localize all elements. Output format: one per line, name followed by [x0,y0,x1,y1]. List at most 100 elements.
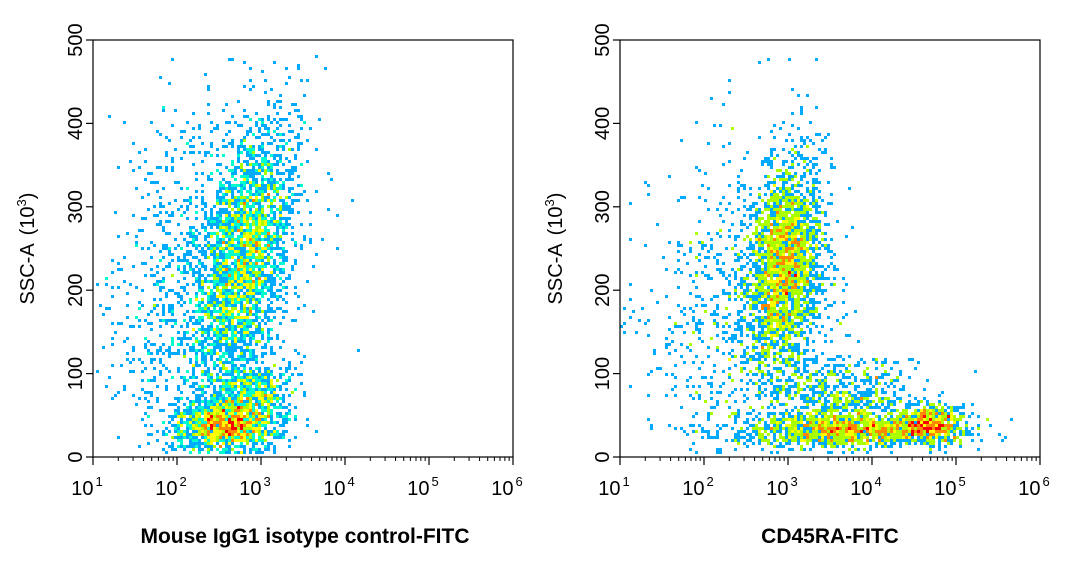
density-point [740,334,743,337]
density-point [773,295,776,298]
density-point [794,259,797,262]
density-point [728,298,731,301]
density-point [237,205,240,208]
density-point [764,340,767,343]
density-point [219,163,222,166]
density-point [707,382,710,385]
density-point [237,397,240,400]
density-point [728,394,731,397]
density-point [111,364,114,367]
density-point [683,253,686,256]
density-point [812,301,815,304]
density-point [222,355,225,358]
density-point [758,337,761,340]
density-point [767,238,770,241]
density-point [680,244,683,247]
density-point [225,265,228,268]
density-point [758,319,761,322]
density-point [785,391,788,394]
density-point [698,385,701,388]
density-point [207,295,210,298]
density-point [291,211,294,214]
density-point [752,247,755,250]
density-point [273,241,276,244]
density-point [201,328,204,331]
density-point [216,214,219,217]
density-point [749,214,752,217]
density-point [213,250,216,253]
density-point [683,307,686,310]
density-point [665,295,668,298]
density-point [171,403,174,406]
density-point [225,271,228,274]
density-point [282,118,285,121]
density-point [210,337,213,340]
density-point [288,223,291,226]
density-point [797,355,800,358]
density-point [842,385,845,388]
density-point [258,391,261,394]
density-point [135,403,138,406]
density-point [270,352,273,355]
density-point [794,247,797,250]
density-point [228,220,231,223]
density-point [207,370,210,373]
density-point [276,229,279,232]
density-point [785,325,788,328]
density-point [797,301,800,304]
density-point [246,328,249,331]
density-point [240,400,243,403]
density-point [255,262,258,265]
density-point [159,334,162,337]
density-point [195,295,198,298]
density-point [162,286,165,289]
density-point [207,151,210,154]
density-point [246,223,249,226]
density-point [869,376,872,379]
density-point [776,208,779,211]
density-point [219,187,222,190]
density-point [815,106,818,109]
density-point [159,196,162,199]
density-point [776,202,779,205]
density-point [264,157,267,160]
density-point [761,346,764,349]
density-point [276,244,279,247]
density-point [800,274,803,277]
density-point [764,349,767,352]
density-point [722,331,725,334]
density-point [225,385,228,388]
density-point [249,448,252,451]
density-point [243,418,246,421]
density-point [279,154,282,157]
density-point [722,382,725,385]
density-point [773,346,776,349]
density-point [812,226,815,229]
density-point [821,274,824,277]
density-point [261,382,264,385]
density-point [243,268,246,271]
density-point [240,214,243,217]
density-point [237,124,240,127]
density-point [243,451,246,454]
density-point [743,361,746,364]
density-point [701,241,704,244]
density-point [246,325,249,328]
density-point [177,433,180,436]
density-point [225,382,228,385]
density-point [264,397,267,400]
density-point [773,307,776,310]
density-point [734,322,737,325]
density-point [183,253,186,256]
density-point [216,271,219,274]
density-point [198,364,201,367]
density-point [204,424,207,427]
density-point [812,313,815,316]
density-point [261,376,264,379]
density-point [764,304,767,307]
density-point [183,403,186,406]
density-point [755,253,758,256]
density-point [243,337,246,340]
density-point [156,181,159,184]
density-point [261,319,264,322]
